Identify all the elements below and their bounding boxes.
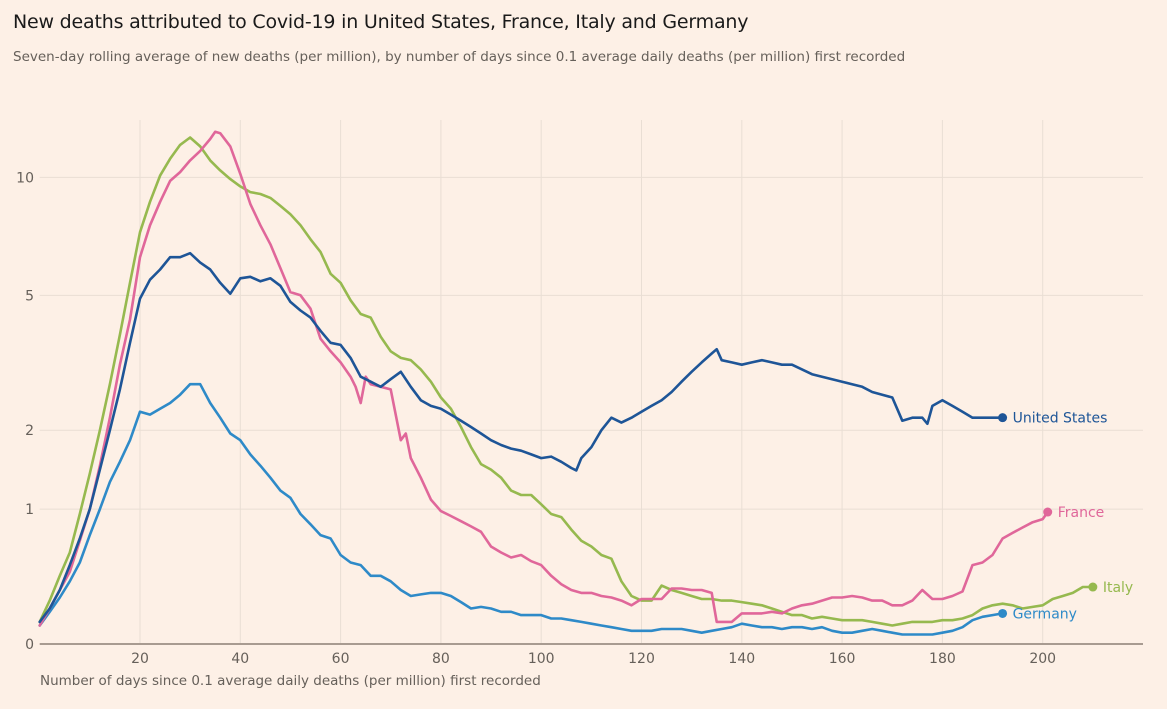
series-line-italy: [38, 136, 1095, 627]
y-tick-label: 2: [25, 423, 34, 439]
series-end-marker-france: [1043, 507, 1053, 517]
x-tick-label: 40: [231, 651, 249, 667]
x-tick-label: 60: [332, 651, 350, 667]
chart-subtitle: Seven-day rolling average of new deaths …: [13, 49, 906, 65]
axis-layer: 20 40 60 80 100 120 140 160 180 200 0 1 2 5 10: [16, 170, 1143, 667]
series-layer: [38, 130, 1095, 636]
x-tick-label: 180: [929, 651, 956, 667]
chart-title: New deaths attributed to Covid-19 in Uni…: [13, 11, 749, 33]
y-tick-label: 1: [25, 502, 34, 518]
series-line-united-states: [38, 251, 1004, 624]
x-axis-label: Number of days since 0.1 average daily d…: [40, 673, 541, 689]
x-tick-label: 80: [432, 651, 450, 667]
x-tick-label: 100: [528, 651, 555, 667]
series-label-germany: Germany: [1013, 606, 1077, 622]
y-tick-label: 0: [25, 637, 34, 653]
grid-layer: [39, 120, 1143, 644]
series-end-marker-italy: [1088, 582, 1098, 592]
y-tick-label: 10: [16, 170, 34, 186]
series-line-france: [38, 130, 1049, 627]
x-tick-label: 20: [131, 651, 149, 667]
x-tick-label: 160: [829, 651, 856, 667]
y-tick-label: 5: [25, 288, 34, 304]
series-end-marker-germany: [998, 608, 1008, 618]
series-label-france: France: [1058, 505, 1105, 521]
x-tick-label: 200: [1029, 651, 1056, 667]
series-label-italy: Italy: [1103, 580, 1133, 596]
series-end-marker-united-states: [998, 413, 1008, 423]
series-label-united-states: United States: [1013, 411, 1108, 427]
series-line-germany: [38, 382, 1004, 636]
label-layer: Germany Italy France United States: [998, 411, 1133, 622]
x-tick-label: 140: [728, 651, 755, 667]
x-tick-label: 120: [628, 651, 655, 667]
